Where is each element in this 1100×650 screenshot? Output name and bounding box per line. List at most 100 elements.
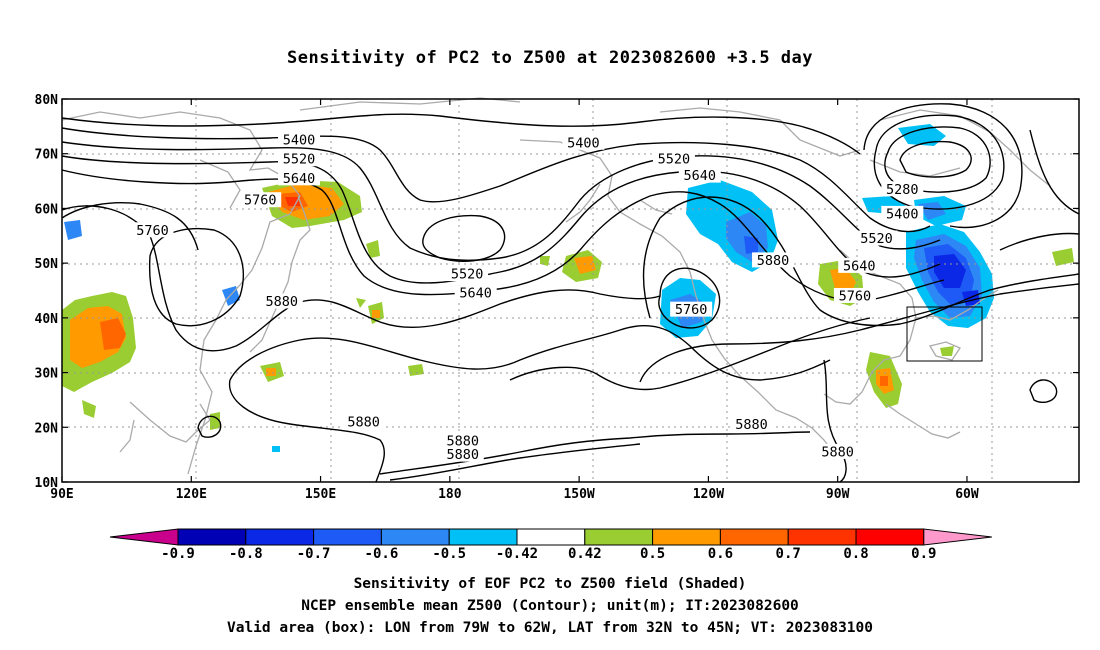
contour-line: [61, 127, 931, 233]
colorbar-label: 0.7: [776, 546, 801, 562]
contour-label: 5640: [459, 286, 492, 302]
contour-line: [873, 114, 1005, 210]
contour-label: 5520: [860, 231, 893, 247]
contour-label: 5400: [283, 133, 316, 149]
contour-line: [389, 443, 641, 481]
contour-line: [639, 283, 1080, 383]
coastline: [565, 183, 601, 223]
colorbar-label: -0.8: [229, 546, 263, 562]
shade-blob: [574, 256, 596, 274]
contour-label: 5880: [266, 294, 299, 310]
y-tick-label: 30N: [35, 367, 59, 382]
colorbar-label: -0.5: [432, 546, 466, 562]
contour-label: 5640: [684, 168, 717, 184]
shade-blob: [898, 124, 946, 146]
colorbar-segment: [448, 528, 518, 546]
contour-label-bg: [278, 170, 321, 186]
colorbar-label: -0.42: [496, 546, 538, 562]
contour-label: 5280: [886, 182, 919, 198]
colorbar-segment: [177, 528, 247, 546]
coastline: [659, 107, 861, 157]
contour-line: [379, 431, 811, 475]
colorbar-segment: [652, 528, 721, 546]
y-tick-label: 70N: [35, 148, 59, 163]
coastline: [885, 403, 961, 439]
colorbar-label: 0.9: [911, 546, 936, 562]
shade-blob: [266, 368, 276, 376]
contour-label: 5520: [451, 267, 484, 283]
colorbar-labels: -0.9 -0.8 -0.7 -0.6 -0.5 -0.42 0.42 0.5 0.6 0.7 0.…: [161, 546, 936, 562]
contour-line: [823, 359, 847, 483]
sensitivity-shading: [62, 124, 1074, 452]
contour-labels: 5400552056405760576058805880588058805400…: [131, 132, 924, 463]
contour-line: [1029, 129, 1080, 215]
colorbar-segment: [380, 528, 450, 546]
y-tick-label: 20N: [35, 421, 59, 436]
coastline: [299, 97, 521, 111]
contour-line: [197, 415, 222, 438]
colorbar-segment: [245, 528, 315, 546]
contour-line: [61, 169, 945, 302]
contour-label-bg: [562, 134, 605, 150]
y-tick-label: 50N: [35, 257, 59, 272]
contour-label-bg: [441, 432, 484, 448]
shade-blob: [222, 286, 240, 306]
contour-line: [999, 232, 1080, 251]
x-tick-label: 180: [438, 487, 462, 502]
shade-blob: [356, 298, 366, 308]
coastline: [869, 159, 961, 177]
contour-label: 5880: [347, 414, 380, 430]
contour-label-bg: [855, 230, 898, 246]
contour-label: 5880: [447, 447, 480, 463]
contour-label-bg: [652, 151, 695, 167]
contour-line: [509, 317, 871, 391]
shade-blob: [744, 236, 758, 254]
contour-line: [642, 196, 1080, 327]
y-tick-label: 60N: [35, 202, 59, 217]
contour-label-bg: [239, 192, 282, 208]
contour-label-bg: [678, 167, 721, 183]
shade-blob: [408, 364, 424, 376]
y-axis-labels: 80N 70N 60N 50N 40N 30N 20N 10N: [35, 93, 59, 491]
contour-label-bg: [131, 222, 174, 238]
contour-label: 5880: [757, 253, 790, 269]
contour-label-bg: [752, 252, 795, 268]
coastline: [249, 195, 311, 353]
colorbar-segment: [719, 528, 789, 546]
shade-blob: [940, 346, 954, 356]
contour-label: 5880: [735, 417, 768, 433]
colorbar-label: 0.42: [568, 546, 602, 562]
contour-label: 5640: [283, 171, 316, 187]
contour-label-bg: [816, 443, 859, 459]
shade-blob: [372, 310, 380, 318]
contour-line: [229, 325, 831, 381]
valid-area-box: [906, 306, 983, 362]
y-tick-label: 40N: [35, 312, 59, 327]
contour-label-bg: [730, 416, 773, 432]
contour-line: [863, 103, 1023, 229]
colorbar-label: -0.6: [365, 546, 399, 562]
colorbar-segment: [855, 528, 925, 546]
contour-label-bg: [881, 181, 924, 197]
contour-label: 5760: [839, 288, 872, 304]
shade-blob: [934, 254, 966, 288]
shade-blob: [1052, 248, 1074, 266]
y-tick-label: 10N: [35, 476, 59, 491]
colorbar-label: 0.6: [708, 546, 733, 562]
contour-line: [422, 214, 506, 262]
contour-line: [61, 202, 199, 251]
contour-label-bg: [838, 257, 881, 273]
contour-label-bg: [881, 205, 924, 221]
shade-blob: [64, 220, 82, 240]
coastline: [129, 401, 211, 443]
caption: Sensitivity of EOF PC2 to Z500 field (Sh…: [0, 573, 1100, 639]
coastline: [519, 139, 837, 457]
colorbar: [109, 528, 992, 546]
contour-label: 5520: [283, 152, 316, 168]
caption-line-3: Valid area (box): LON from 79W to 62W, L…: [226, 620, 873, 636]
contour-label-bg: [260, 293, 303, 309]
contour-line: [148, 227, 244, 327]
contour-line: [658, 267, 721, 329]
contour-label-bg: [454, 285, 497, 301]
